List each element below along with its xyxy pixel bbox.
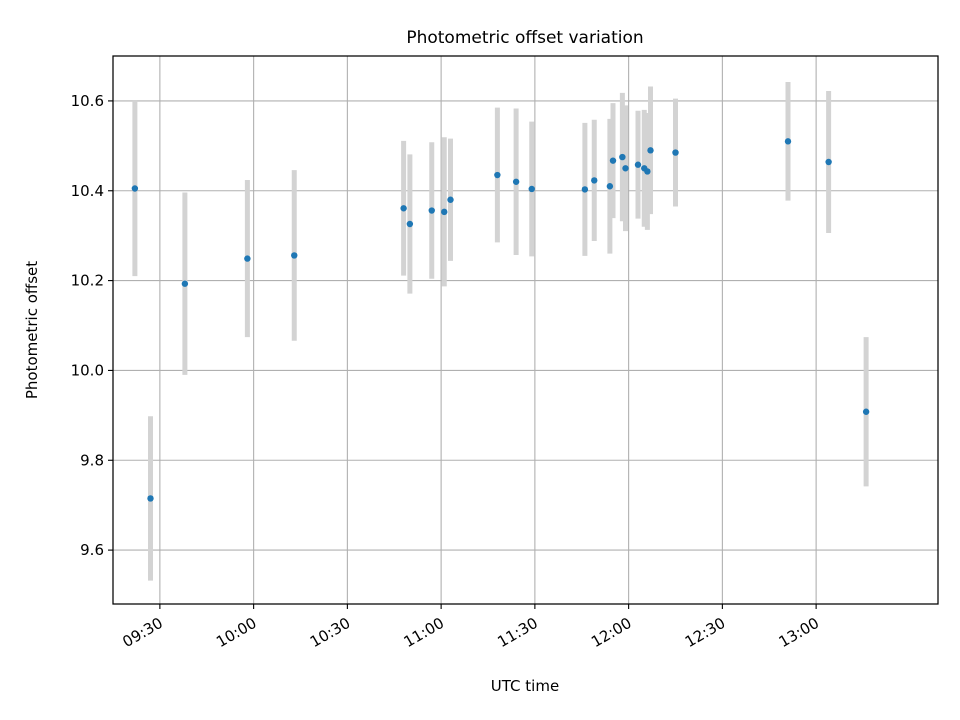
x-tick-label: 11:30 [494, 614, 540, 651]
data-point [147, 495, 154, 502]
x-tick-label: 12:30 [682, 614, 728, 651]
data-point [606, 183, 614, 190]
x-axis-label: UTC time [491, 677, 559, 695]
data-point [131, 185, 139, 192]
axes-frame [112, 55, 939, 605]
grid-lines [113, 56, 938, 604]
data-point [441, 208, 448, 216]
y-tick-label: 10.4 [71, 182, 104, 200]
data-point [428, 207, 435, 214]
data-point [181, 280, 189, 287]
data-point [291, 252, 298, 259]
data-point [634, 161, 642, 168]
y-axis-ticks: 9.6 9.8 10.0 10.2 10.4 10.6 [71, 92, 113, 559]
y-axis-label: Photometric offset [23, 261, 41, 399]
x-tick-label: 10:00 [213, 614, 259, 651]
x-tick-label: 11:00 [401, 614, 447, 651]
y-tick-label: 9.6 [80, 541, 104, 559]
x-tick-label: 10:30 [307, 614, 353, 651]
x-tick-label: 13:00 [776, 614, 822, 651]
data-point [622, 165, 629, 172]
data-point [494, 171, 501, 179]
data-point [244, 255, 251, 262]
chart-title: Photometric offset variation [406, 28, 643, 48]
x-axis-ticks: 09:30 10:00 10:30 11:00 11:30 12:00 12:30 13:00 [119, 604, 822, 651]
x-tick-label: 09:30 [119, 614, 165, 651]
y-tick-label: 10.0 [71, 361, 104, 379]
data-point [528, 185, 535, 193]
data-point [644, 168, 651, 175]
error-bars [132, 82, 869, 581]
data-points [131, 138, 870, 502]
data-point [400, 205, 407, 212]
data-point [784, 138, 792, 145]
data-point [619, 153, 626, 161]
data-point [591, 177, 598, 184]
data-point [609, 157, 617, 164]
y-tick-label: 10.6 [71, 92, 104, 110]
data-point [825, 158, 832, 166]
y-tick-label: 10.2 [71, 272, 104, 290]
data-point [647, 147, 654, 154]
data-point [406, 220, 414, 228]
data-point [581, 186, 589, 193]
data-point [862, 408, 870, 415]
data-point [447, 196, 454, 203]
data-point [512, 178, 520, 185]
x-tick-label: 12:00 [588, 614, 634, 651]
data-point [672, 149, 679, 156]
y-tick-label: 9.8 [80, 451, 104, 469]
